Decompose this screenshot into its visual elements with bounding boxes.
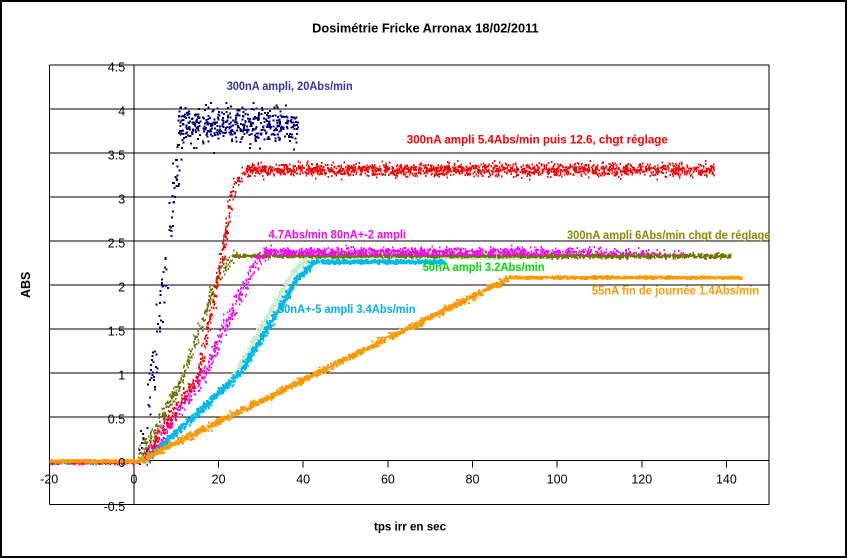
svg-text:1: 1	[118, 368, 125, 382]
svg-text:0: 0	[130, 473, 137, 487]
svg-text:0.5: 0.5	[108, 412, 125, 426]
svg-text:40: 40	[296, 473, 310, 487]
svg-text:140: 140	[716, 473, 737, 487]
svg-text:300nA ampli 5.4Abs/min puis 12: 300nA ampli 5.4Abs/min puis 12.6, chgt r…	[407, 133, 668, 147]
svg-text:4: 4	[118, 105, 125, 119]
svg-text:3.5: 3.5	[108, 148, 125, 162]
svg-text:-20: -20	[40, 473, 58, 487]
svg-text:2.5: 2.5	[108, 236, 125, 250]
svg-text:300nA ampli 6Abs/min chgt de r: 300nA ampli 6Abs/min chgt de réglage	[567, 228, 771, 242]
svg-text:tps irr en sec: tps irr en sec	[374, 519, 446, 533]
svg-text:Dosimétrie Fricke Arronax 18/0: Dosimétrie Fricke Arronax 18/02/2011	[312, 21, 539, 36]
svg-text:20: 20	[212, 473, 226, 487]
svg-text:3: 3	[118, 192, 125, 206]
svg-text:1.5: 1.5	[108, 324, 125, 338]
svg-text:50nA ampli 3.2Abs/min: 50nA ampli 3.2Abs/min	[423, 260, 545, 274]
svg-text:ABS: ABS	[19, 272, 33, 298]
svg-text:100: 100	[547, 473, 568, 487]
svg-text:300nA ampli, 20Abs/min: 300nA ampli, 20Abs/min	[227, 79, 353, 93]
svg-text:4.7Abs/min 80nA+-2 ampli: 4.7Abs/min 80nA+-2 ampli	[269, 228, 406, 242]
svg-text:120: 120	[631, 473, 652, 487]
svg-text:60: 60	[381, 473, 395, 487]
svg-text:0: 0	[118, 456, 125, 470]
svg-text:50nA+-5 ampli 3.4Abs/min: 50nA+-5 ampli 3.4Abs/min	[278, 302, 416, 316]
svg-text:2: 2	[118, 280, 125, 294]
svg-text:80: 80	[466, 473, 480, 487]
svg-text:-0.5: -0.5	[104, 500, 126, 514]
svg-text:55nA fin de journée 1.4Abs/min: 55nA fin de journée 1.4Abs/min	[592, 284, 760, 298]
svg-text:4.5: 4.5	[108, 61, 125, 75]
